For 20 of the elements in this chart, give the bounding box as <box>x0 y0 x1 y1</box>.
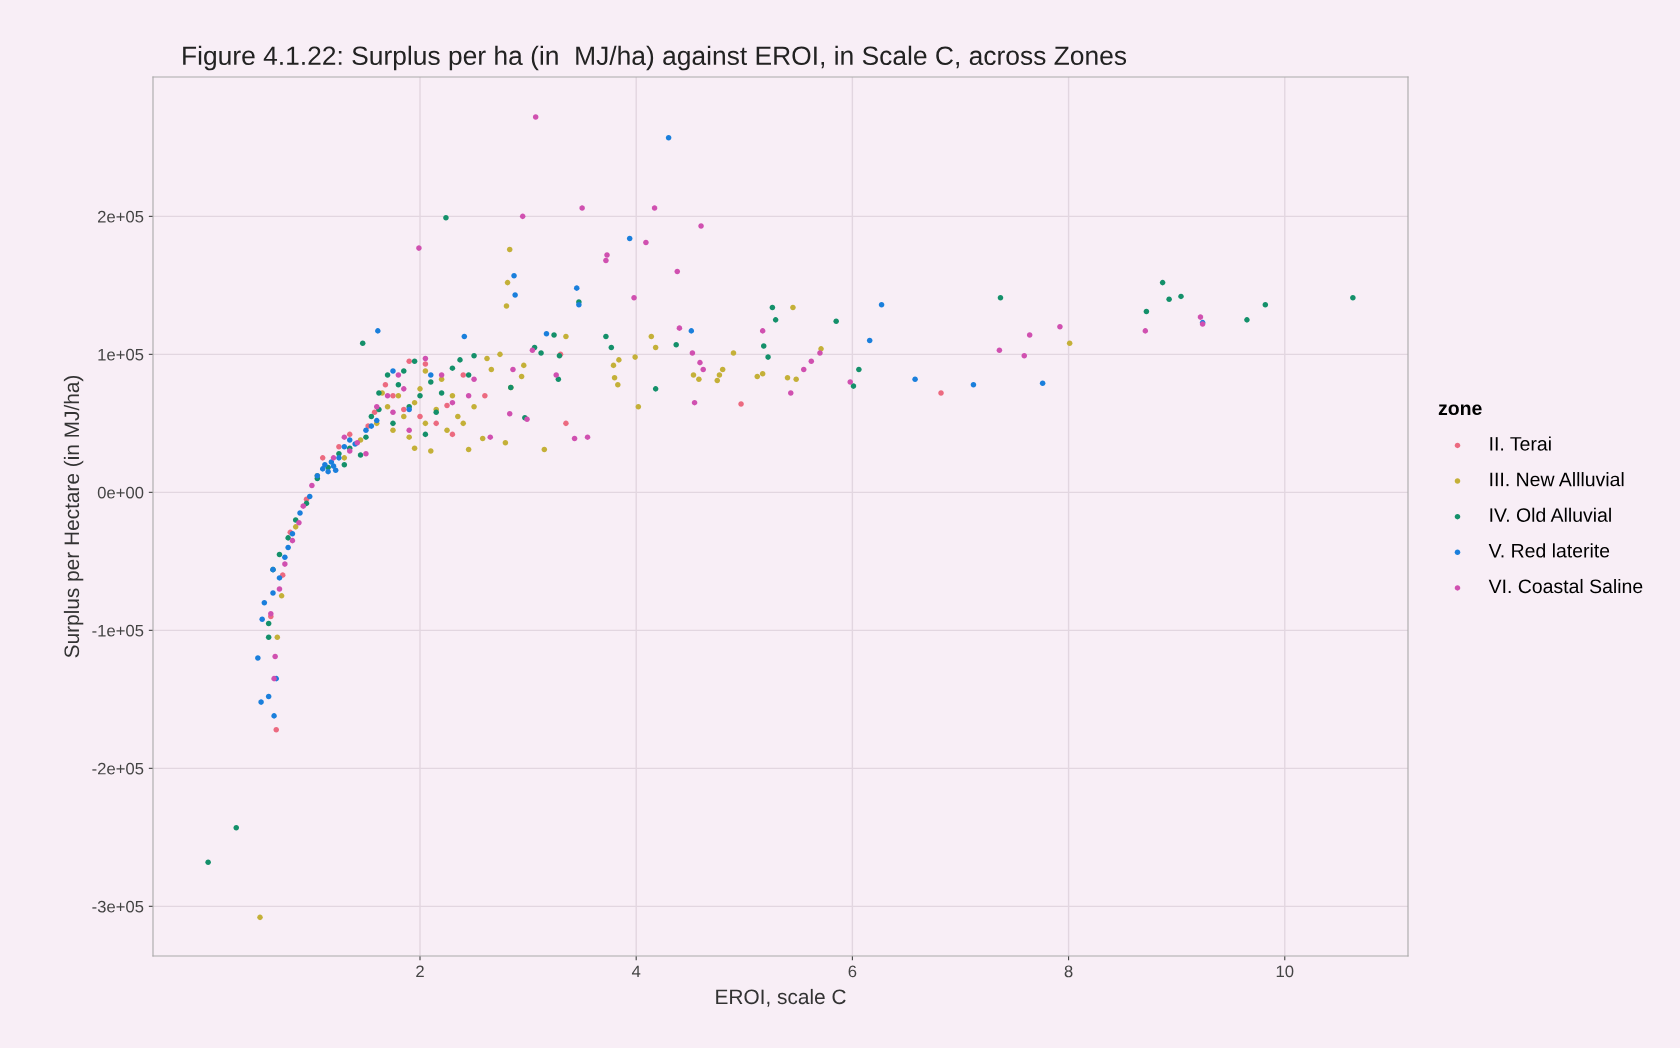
x-tick-label: 6 <box>848 965 857 978</box>
y-tick-label: -2e+05 <box>92 762 144 775</box>
legend-label: IV. Old Alluvial <box>1490 507 1611 522</box>
x-tick-label: 4 <box>631 965 641 978</box>
legend-title: zone <box>1438 404 1482 416</box>
x-tick-label: 8 <box>1064 965 1073 978</box>
x-tick-label: 10 <box>1276 965 1294 978</box>
y-tick-label: -1e+05 <box>92 624 144 637</box>
y-axis-title: Surplus per Hectare (in MJ/ha) <box>63 375 84 658</box>
y-tick-label: 2e+05 <box>98 210 144 223</box>
legend-label: III. New Allluvial <box>1490 472 1624 487</box>
legend-label: VI. Coastal Saline <box>1488 578 1643 594</box>
y-tick-label: 0e+00 <box>97 486 144 499</box>
legend-label: II. Terai <box>1490 436 1551 451</box>
legend-label: V. Red laterite <box>1488 543 1610 558</box>
chart-title: Figure 4.1.22: Surplus per ha (in MJ/ha) against EROI, in Scale C, across Zones <box>183 45 1127 71</box>
x-axis-title: EROI, scale C <box>716 988 846 1007</box>
y-tick-label: 1e+05 <box>98 348 144 361</box>
x-tick-label: 2 <box>416 965 424 978</box>
y-tick-label: -3e+05 <box>92 900 144 913</box>
